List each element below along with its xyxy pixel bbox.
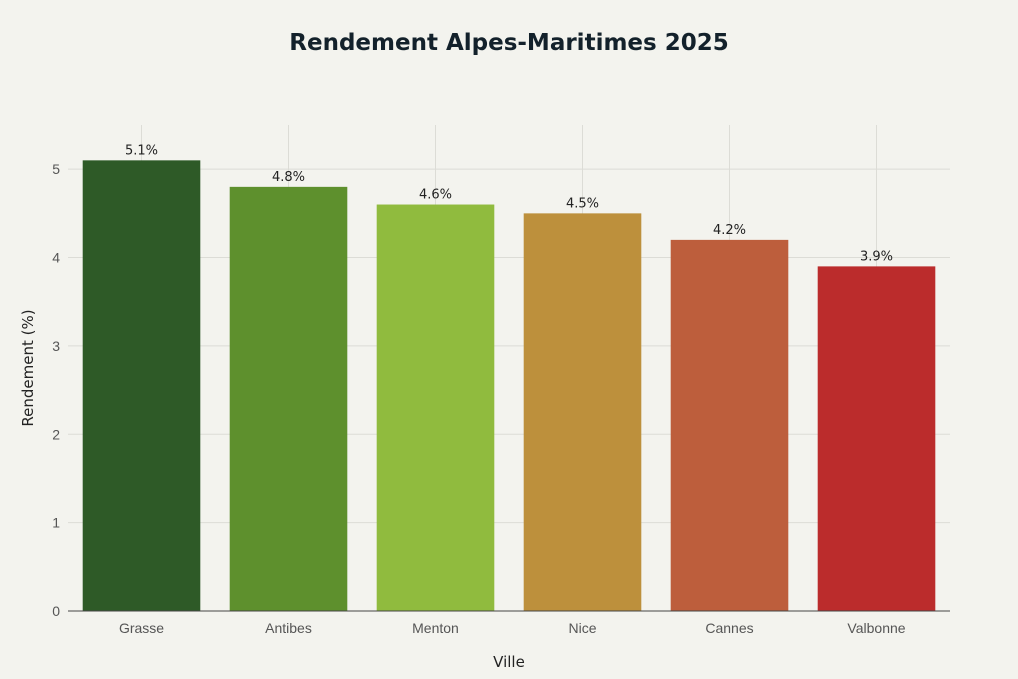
x-tick-label: Nice: [568, 620, 596, 636]
bar-cannes[interactable]: [670, 239, 789, 611]
bar-grasse[interactable]: [82, 160, 201, 611]
ticks-layer: 0 1 2 3 4 5 Grasse Antibes Menton Nice Cannes Valbo…: [52, 161, 950, 636]
data-label-nice: 4.5%: [566, 196, 599, 211]
chart-title: Rendement Alpes-Maritimes 2025: [289, 30, 728, 56]
data-label-grasse: 5.1%: [125, 143, 158, 158]
x-tick-label: Cannes: [705, 620, 753, 636]
y-tick-label: 1: [52, 515, 60, 531]
y-tick-label: 4: [52, 250, 60, 266]
x-axis-title: Ville: [493, 653, 525, 671]
bar-antibes[interactable]: [229, 186, 348, 611]
data-label-menton: 4.6%: [419, 188, 452, 203]
bar-nice[interactable]: [523, 213, 642, 611]
data-label-antibes: 4.8%: [272, 170, 305, 185]
bar-menton[interactable]: [376, 204, 495, 611]
y-axis-title: Rendement (%): [19, 309, 37, 426]
y-tick-label: 5: [52, 161, 60, 177]
data-labels-layer: 5.1% 4.8% 4.6% 4.5% 4.2% 3.9%: [125, 143, 893, 264]
x-tick-label: Grasse: [119, 620, 164, 636]
data-label-valbonne: 3.9%: [860, 249, 893, 264]
data-label-cannes: 4.2%: [713, 223, 746, 238]
bar-valbonne[interactable]: [817, 266, 936, 611]
bars-layer: [82, 160, 936, 611]
x-tick-label: Menton: [412, 620, 459, 636]
y-tick-label: 0: [52, 603, 60, 619]
x-tick-label: Antibes: [265, 620, 312, 636]
x-tick-label: Valbonne: [847, 620, 905, 636]
y-tick-label: 3: [52, 338, 60, 354]
y-tick-label: 2: [52, 426, 60, 442]
